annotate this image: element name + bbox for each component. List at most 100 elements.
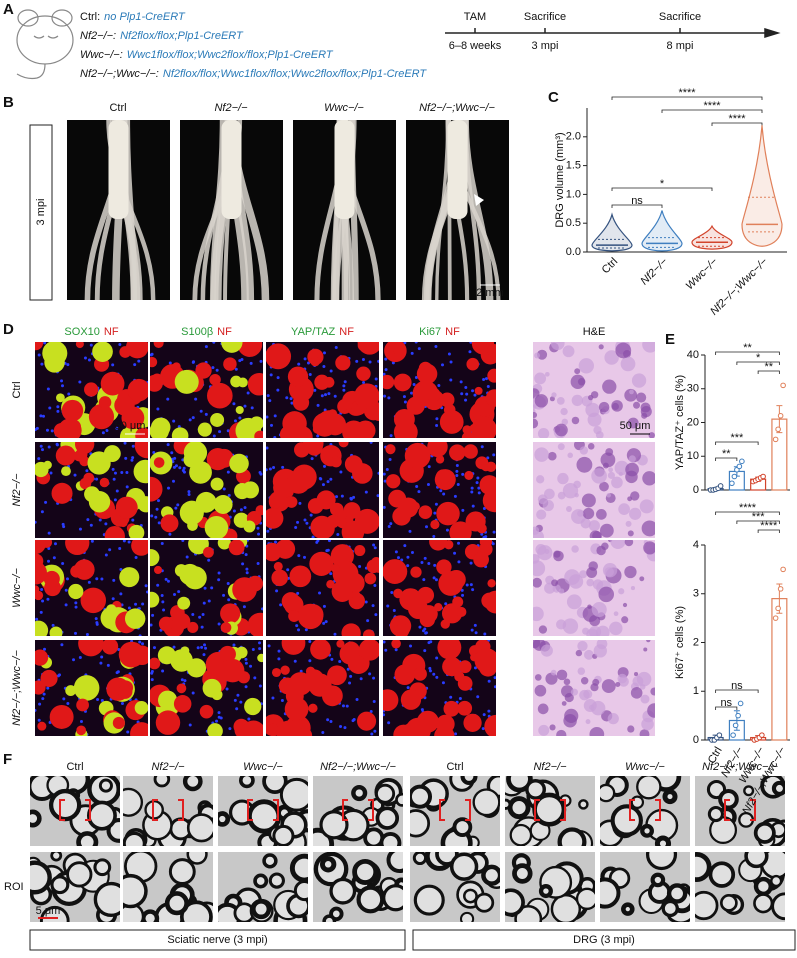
cell — [600, 524, 614, 538]
axon — [353, 787, 365, 799]
data-point — [717, 733, 722, 738]
stain-marker: S100β — [181, 326, 213, 338]
cell — [534, 353, 540, 359]
neuron — [221, 659, 245, 683]
dapi — [335, 346, 338, 349]
dapi — [246, 571, 249, 574]
dapi — [327, 480, 330, 483]
dapi — [86, 518, 89, 521]
group-label: Nf2−/− — [151, 761, 185, 773]
neuron — [409, 719, 427, 737]
dapi — [259, 471, 262, 474]
neuron — [175, 370, 199, 394]
cell — [549, 724, 555, 730]
dapi — [408, 530, 411, 533]
dapi — [471, 588, 474, 591]
y-axis-label: YAP/TAZ⁺ cells (%) — [674, 375, 686, 470]
dapi — [487, 710, 490, 713]
image-em — [217, 770, 317, 857]
image-em — [26, 766, 129, 851]
cell — [538, 704, 549, 715]
neuron — [309, 552, 333, 576]
dapi — [38, 703, 41, 706]
neuron — [232, 577, 257, 602]
dapi — [172, 420, 175, 423]
cell — [558, 443, 565, 450]
axon — [274, 826, 293, 845]
dapi — [435, 503, 438, 506]
neuron — [274, 562, 283, 571]
neuron — [205, 516, 228, 539]
axon — [403, 811, 429, 837]
axon — [188, 815, 214, 841]
dapi — [200, 410, 203, 413]
genotype-allele: no Plp1-CreERT — [104, 11, 186, 23]
axon — [483, 867, 500, 884]
cell — [536, 475, 544, 483]
image-fluor-g — [149, 640, 267, 746]
dapi — [461, 473, 464, 476]
cell — [625, 471, 638, 484]
dapi — [56, 405, 59, 408]
cell — [569, 574, 583, 588]
dapi — [372, 677, 375, 680]
dapi — [478, 491, 481, 494]
axon — [691, 892, 718, 919]
cell — [557, 397, 565, 405]
image-fluor — [265, 331, 383, 449]
neuron — [223, 357, 236, 370]
dapi — [266, 416, 269, 419]
dapi — [492, 542, 495, 545]
dapi — [154, 516, 157, 519]
dapi — [403, 544, 406, 547]
y-tick-label: 30 — [687, 383, 699, 395]
image-spine — [180, 120, 283, 300]
neuron — [130, 722, 153, 745]
dapi — [169, 362, 172, 365]
cell — [599, 344, 604, 349]
dapi — [339, 725, 342, 728]
cell — [592, 602, 607, 617]
cell — [539, 625, 547, 633]
dapi — [311, 457, 314, 460]
cell — [643, 647, 647, 651]
dapi — [442, 681, 445, 684]
axon — [665, 792, 675, 802]
dapi — [41, 510, 44, 513]
dapi — [218, 430, 221, 433]
neuron — [214, 495, 233, 514]
dapi — [433, 512, 436, 515]
neuron — [180, 501, 204, 525]
cell — [545, 372, 550, 377]
dapi — [192, 692, 195, 695]
dapi — [397, 556, 400, 559]
cell — [589, 727, 604, 742]
dapi — [243, 605, 246, 608]
dapi — [53, 556, 56, 559]
dapi — [48, 532, 51, 535]
row-label: Nf2−/−;Wwc−/− — [11, 650, 23, 726]
dapi — [411, 551, 414, 554]
genotype-label: Nf2−/−;Wwc−/−: — [80, 68, 159, 80]
dapi — [278, 650, 281, 653]
neuron — [92, 341, 113, 362]
dapi — [252, 648, 255, 651]
neuron — [126, 336, 149, 359]
neuron — [331, 456, 342, 467]
data-point — [761, 474, 766, 479]
neuron — [317, 410, 341, 434]
axon — [355, 861, 376, 882]
cell — [530, 554, 540, 564]
timeline-event: TAM — [464, 11, 486, 23]
cell — [639, 576, 644, 581]
axon — [552, 895, 580, 923]
neuron — [430, 520, 439, 529]
dapi — [393, 609, 396, 612]
axon — [637, 775, 660, 798]
cell — [608, 467, 613, 472]
dapi — [457, 483, 460, 486]
dapi — [128, 540, 131, 543]
neuron — [440, 393, 455, 408]
cell — [614, 611, 619, 616]
dapi — [433, 576, 436, 579]
